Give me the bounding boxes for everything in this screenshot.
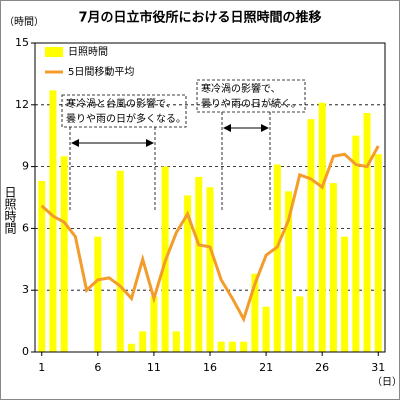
bar: [251, 273, 259, 352]
bar: [329, 183, 337, 352]
chart-title: 7月の日立市役所における日照時間の推移: [78, 10, 321, 26]
bar: [307, 119, 315, 352]
y-tick-label: 12: [15, 98, 29, 111]
annotation: 寒冷渦の影響で、: [201, 82, 281, 95]
bar: [296, 296, 304, 352]
bar: [116, 170, 124, 352]
bar: [49, 90, 57, 352]
bar: [127, 343, 135, 352]
x-tick-label: 21: [259, 361, 273, 374]
bar: [363, 113, 371, 352]
y-tick-label: 15: [15, 36, 29, 49]
bar: [240, 341, 248, 352]
bar: [195, 176, 203, 352]
x-tick-label: 11: [147, 361, 161, 374]
legend-swatch: [45, 47, 63, 57]
bar: [60, 156, 68, 352]
y-tick-label: 3: [22, 283, 29, 296]
annotation-box: [61, 94, 187, 128]
annotation: 曇りや雨の日が多くなる。: [66, 112, 186, 125]
bar: [352, 135, 360, 352]
x-tick-label: 31: [371, 361, 385, 374]
x-tick-label: 16: [203, 361, 217, 374]
bar: [341, 236, 349, 352]
y-tick-label: 9: [22, 160, 29, 173]
legend-label: 5日間移動平均: [68, 65, 134, 78]
bar: [94, 236, 102, 352]
annotation: 寒冷渦と台風の影響で、: [66, 97, 176, 110]
bar: [228, 341, 236, 352]
bar: [184, 195, 192, 352]
bar: [262, 306, 270, 352]
bar: [285, 191, 293, 352]
y-unit: （時間）: [4, 16, 44, 28]
bar: [139, 331, 147, 352]
bar: [206, 187, 214, 352]
y-tick-label: 0: [22, 345, 29, 358]
line: [40, 145, 380, 323]
bar: [273, 164, 281, 352]
bar: [217, 341, 225, 352]
plot-frame: [34, 42, 386, 353]
legend-label: 日照時間: [68, 46, 108, 58]
bar: [150, 296, 158, 352]
x-tick-label: 1: [38, 361, 45, 374]
x-tick-label: 26: [315, 361, 329, 374]
x-tick-label: 6: [94, 361, 101, 374]
bar: [318, 102, 326, 353]
bar: [38, 181, 46, 352]
annotation: 曇りや雨の日が続く。: [201, 97, 301, 110]
y-tick-label: 6: [22, 221, 29, 234]
y-label: 日照時間: [3, 186, 17, 234]
bar: [374, 154, 382, 352]
x-unit: （日）: [372, 376, 400, 388]
bar: [172, 331, 180, 352]
